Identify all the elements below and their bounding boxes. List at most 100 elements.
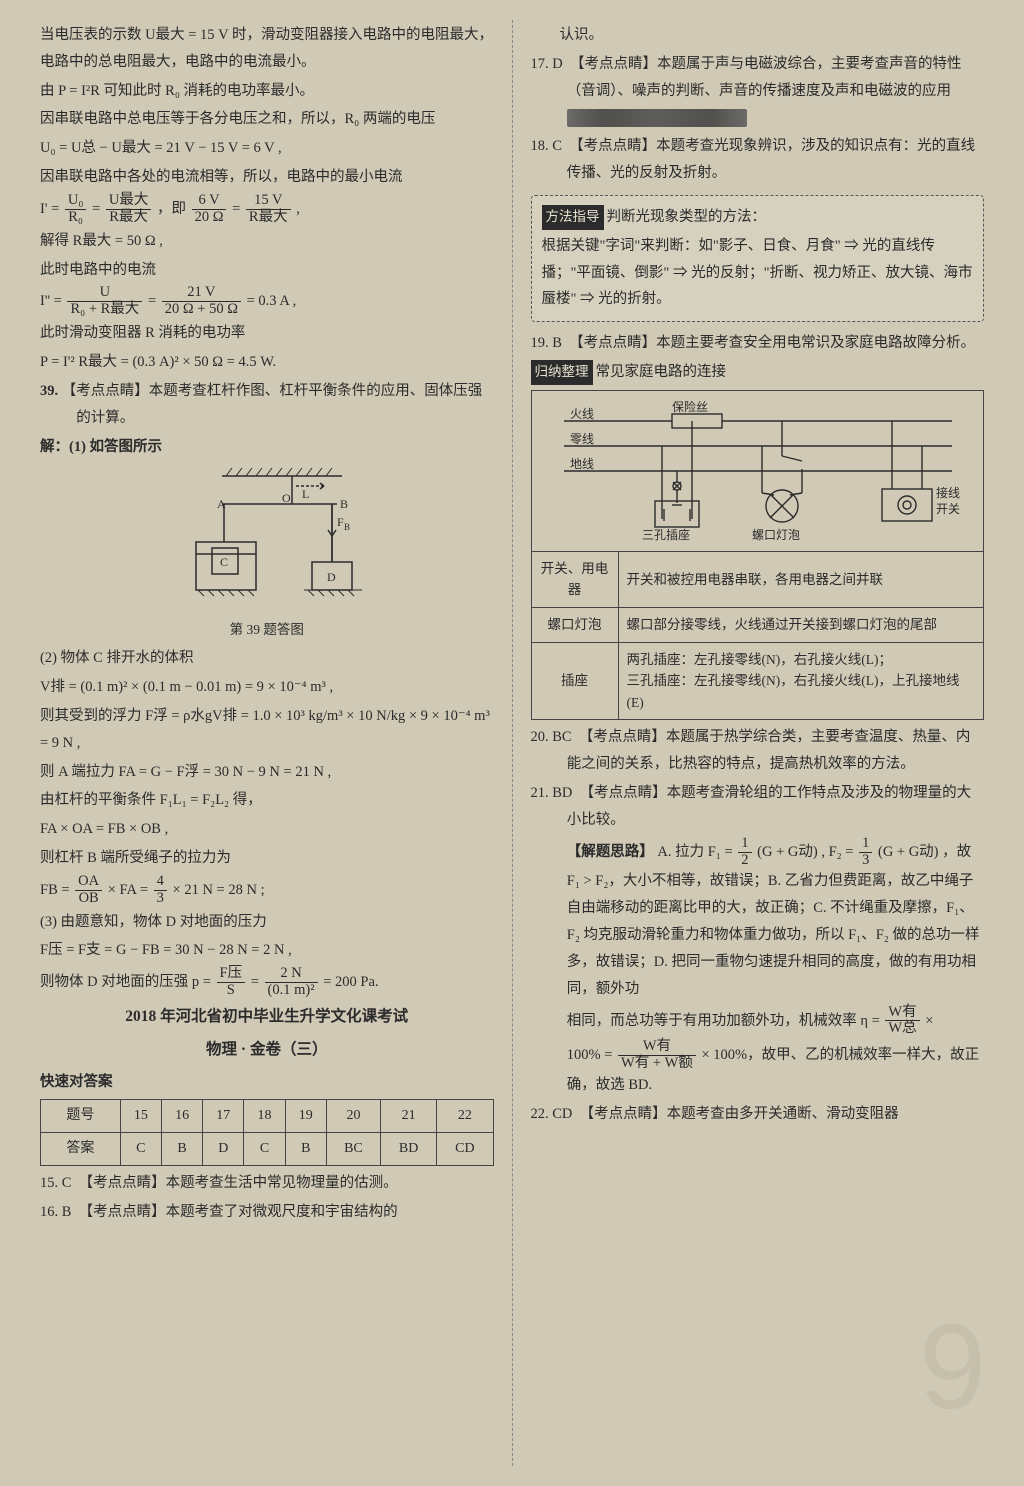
text: 【考点点睛】本题考查杠杆作图、杠杆平衡条件的应用、固体压强的计算。 — [62, 383, 483, 426]
left-column: 当电压表的示数 U最大 = 15 V 时，滑动变阻器接入电路中的电阻最大，电路中… — [30, 20, 504, 1466]
text: 则其受到的浮力 F浮 = ρ水gV排 = 1.0 × 10³ kg/m³ × 1… — [40, 703, 494, 757]
text: 此时滑动变阻器 R 消耗的电功率 — [40, 320, 494, 347]
text: (3) 由题意知，物体 D 对地面的压力 — [40, 909, 494, 936]
table-header-cell: 17 — [203, 1100, 244, 1133]
table-header-cell: 19 — [285, 1100, 326, 1133]
table-value: 螺口部分接零线，火线通过开关接到螺口灯泡的尾部 — [618, 607, 984, 642]
table-header-cell: 22 — [437, 1100, 493, 1133]
text: 因串联电路中各处的电流相等，所以，电路中的最小电流 — [40, 164, 494, 191]
text: P = I'² R最大 = (0.3 A)² × 50 Ω = 4.5 W. — [40, 349, 494, 376]
den: 3 — [859, 853, 872, 869]
den: 20 Ω — [192, 210, 227, 226]
text: 解：(1) 如答图所示 — [40, 434, 494, 461]
eq-part: = 0.3 A , — [247, 293, 297, 309]
eq-part: × FA = — [108, 882, 152, 898]
text: 判断光现象类型的方法： — [607, 209, 767, 225]
svg-text:接线: 接线 — [936, 485, 960, 500]
svg-text:F: F — [337, 515, 344, 529]
num: U — [67, 285, 142, 302]
text: 则 A 端拉力 FA = G − F浮 = 30 N − 9 N = 21 N … — [40, 759, 494, 786]
method-title-line: 方法指导判断光现象类型的方法： — [542, 204, 974, 231]
text: 因串联电路中总电压等于各分电压之和，所以，R₀ 两端的电压 — [40, 106, 494, 133]
figure-39: A O B L F B C — [162, 464, 372, 614]
eq-part: = — [251, 974, 263, 990]
num: 4 — [154, 874, 167, 891]
qnum: 39. — [40, 383, 62, 399]
svg-text:O: O — [282, 491, 291, 505]
answer-table: 题号1516171819202122 答案CBDCBBCBDCD — [40, 1099, 494, 1166]
text: , F₂ = — [821, 843, 857, 859]
text: 相同，而总功等于有用功加额外功，机械效率 η = — [567, 1012, 884, 1028]
table-header-cell: 20 — [326, 1100, 380, 1133]
text: 常见家庭电路的连接 — [596, 364, 727, 380]
num: OA — [75, 874, 102, 891]
svg-text:零线: 零线 — [570, 432, 594, 446]
text: U₀ = U总 − U最大 = 21 V − 15 V = 6 V , — [40, 135, 494, 162]
figure-caption: 第 39 题答图 — [40, 618, 494, 643]
equation: FB = OAOB × FA = 43 × 21 N = 28 N ; — [40, 874, 494, 907]
circuit-diagram: 保险丝 火线 零线 地线 三孔插座 — [552, 401, 962, 541]
question-15: 15. C 【考点点睛】本题考查生活中常见物理量的估测。 — [40, 1170, 494, 1197]
question-20: 20. BC 【考点点睛】本题属于热学综合类，主要考查温度、热量、内能之间的关系… — [531, 724, 985, 778]
text: V排 = (0.1 m)² × (0.1 m − 0.01 m) = 9 × 1… — [40, 674, 494, 701]
den: S — [217, 983, 246, 999]
table-key: 螺口灯泡 — [531, 607, 618, 642]
den: R最大 — [106, 210, 151, 226]
svg-text:B: B — [344, 522, 350, 532]
table-key: 开关、用电器 — [531, 551, 618, 607]
svg-text:C: C — [220, 555, 228, 569]
equation: 则物体 D 对地面的压强 p = F压S = 2 N(0.1 m)² = 200… — [40, 966, 494, 999]
summary-line: 归纳整理常见家庭电路的连接 — [531, 359, 985, 386]
question-17: 17. D 【考点点睛】本题属于声与电磁波综合，主要考查声音的特性（音调）、噪声… — [531, 51, 985, 131]
right-column: 认识。 17. D 【考点点睛】本题属于声与电磁波综合，主要考查声音的特性（音调… — [521, 20, 995, 1466]
den: (0.1 m)² — [265, 983, 318, 999]
text: 由杠杆的平衡条件 F₁L₁ = F₂L₂ 得， — [40, 787, 494, 814]
method-tag: 方法指导 — [542, 205, 604, 230]
svg-text:地线: 地线 — [570, 457, 594, 471]
table-header-cell: 21 — [381, 1100, 437, 1133]
text: (G + G动) — [878, 843, 939, 859]
num: 2 N — [265, 966, 318, 983]
svg-text:螺口灯泡: 螺口灯泡 — [752, 528, 800, 541]
eq-part: = 200 Pa. — [323, 974, 378, 990]
eq-part: × 21 N = 28 N ; — [173, 882, 265, 898]
exam-title: 2018 年河北省初中毕业生升学文化课考试 — [40, 1003, 494, 1032]
table-value: 两孔插座：左孔接零线(N)，右孔接火线(L)； 三孔插座：左孔接零线(N)，右孔… — [618, 642, 984, 720]
text: 解得 R最大 = 50 Ω , — [40, 228, 494, 255]
quick-answers-heading: 快速对答案 — [40, 1069, 494, 1096]
question-19: 19. B 【考点点睛】本题主要考查安全用电常识及家庭电路故障分析。 — [531, 330, 985, 357]
text: FA × OA = FB × OB , — [40, 816, 494, 843]
svg-text:B: B — [340, 497, 348, 511]
table-header-cell: 18 — [244, 1100, 285, 1133]
table-answer-cell: 答案 — [41, 1133, 121, 1166]
num: 1 — [859, 836, 872, 853]
text: 则杠杆 B 端所受绳子的拉力为 — [40, 845, 494, 872]
eq-part: = — [92, 201, 104, 217]
text: × — [925, 1012, 933, 1028]
num: W有 — [885, 1005, 919, 1022]
num: 6 V — [192, 193, 227, 210]
table-answer-cell: BD — [381, 1133, 437, 1166]
eq-part: = — [232, 201, 244, 217]
text: (G + G动) — [757, 843, 818, 859]
num: U₀ — [65, 193, 87, 210]
eq-part: I'' = — [40, 293, 65, 309]
table-answer-cell: CD — [437, 1133, 493, 1166]
text: ，故 F₁ > F₂，大小不相等，故错误；B. 乙省力但费距离，故乙中绳子自由端… — [567, 843, 980, 996]
exam-subtitle: 物理 · 金卷（三） — [40, 1036, 494, 1065]
table-value: 开关和被控用电器串联，各用电器之间并联 — [618, 551, 984, 607]
table-header-cell: 16 — [161, 1100, 202, 1133]
den: W总 — [885, 1021, 919, 1037]
text: 认识。 — [531, 22, 985, 49]
solution-cont2: 100% = W有W有 + W额 × 100%，故甲、乙的机械效率一样大，故正确… — [531, 1039, 985, 1099]
den: R₀ + R最大 — [67, 302, 142, 318]
question-22: 22. CD 【考点点睛】本题考查由多开关通断、滑动变阻器 — [531, 1101, 985, 1128]
circuit-table: 保险丝 火线 零线 地线 三孔插座 — [531, 390, 985, 721]
table-answer-cell: BC — [326, 1133, 380, 1166]
text: F压 = F支 = G − FB = 30 N − 28 N = 2 N , — [40, 937, 494, 964]
num: 1 — [738, 836, 751, 853]
svg-text:火线: 火线 — [570, 407, 594, 421]
eq-part: I' = — [40, 201, 63, 217]
equation: I' = U₀R₀ = U最大R最大 ，即 6 V20 Ω = 15 VR最大 … — [40, 193, 494, 226]
den: 2 — [738, 853, 751, 869]
